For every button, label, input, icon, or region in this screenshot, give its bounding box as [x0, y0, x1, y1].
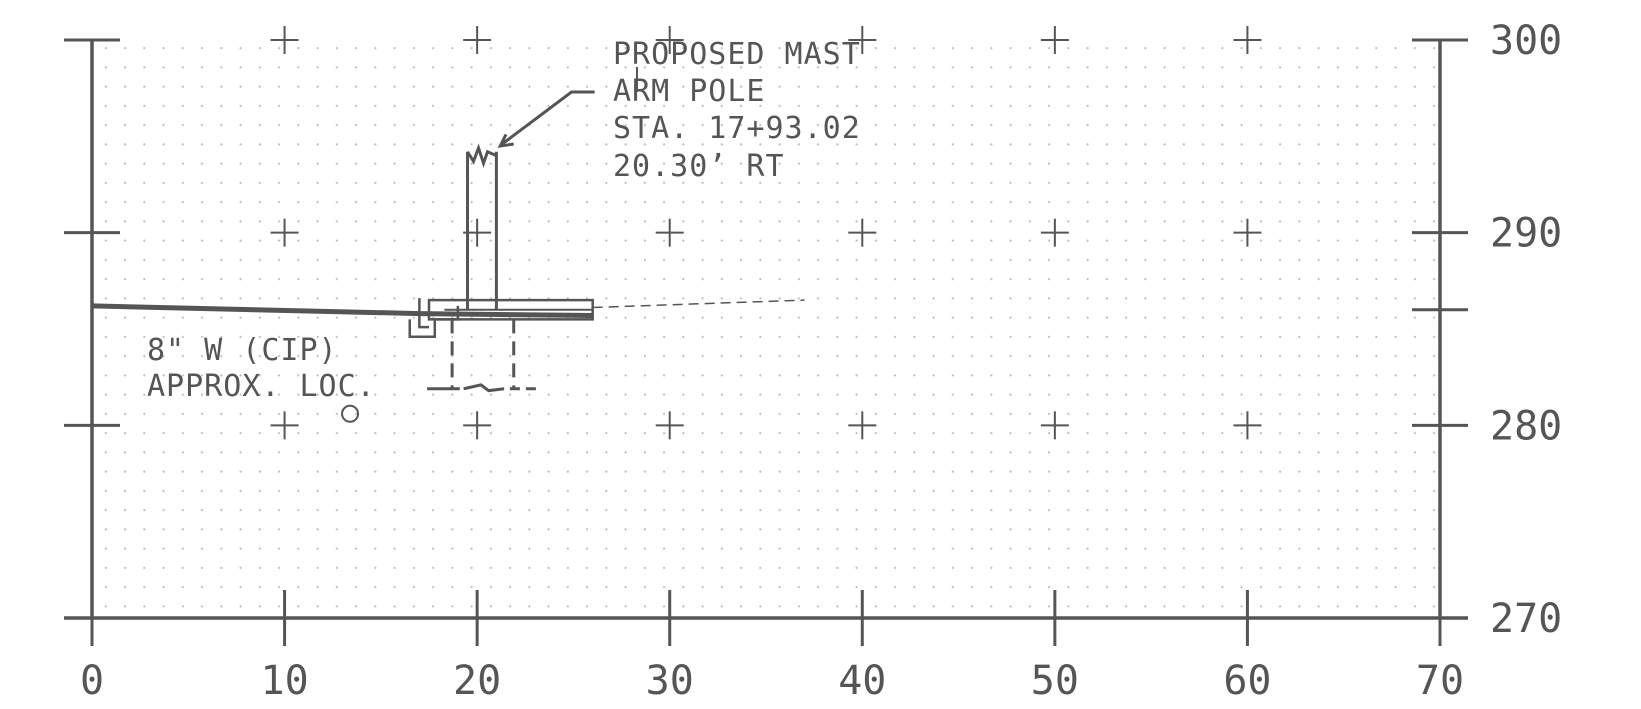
x-tick-label: 30: [646, 658, 694, 704]
pole-note-line-1: PROPOSED MAST: [613, 37, 861, 72]
x-tick-label: 50: [1031, 658, 1079, 704]
water-note-line-1: 8" W (CIP): [147, 333, 338, 368]
water-note-line-2: APPROX. LOC.: [147, 369, 376, 404]
x-tick-label: 60: [1223, 658, 1271, 704]
x-tick-label: 70: [1416, 658, 1464, 704]
pole-note-line-4: 20.30’ RT: [613, 149, 785, 184]
x-tick-label: 10: [260, 658, 308, 704]
x-tick-label: 0: [80, 658, 104, 704]
y-tick-label: 280: [1490, 403, 1562, 449]
pole-note-line-3: STA. 17+93.02: [613, 111, 861, 146]
x-tick-label: 20: [453, 658, 501, 704]
y-tick-label: 300: [1490, 18, 1562, 64]
y-axis-tick-labels: 270 280 290 300: [1490, 18, 1562, 642]
x-tick-label: 40: [838, 658, 886, 704]
x-axis-tick-labels: 0 10 20 30 40 50 60 70: [80, 658, 1464, 704]
y-tick-label: 270: [1490, 596, 1562, 642]
y-tick-label: 290: [1490, 211, 1562, 257]
pole-note-line-2: ARM POLE: [613, 74, 766, 109]
